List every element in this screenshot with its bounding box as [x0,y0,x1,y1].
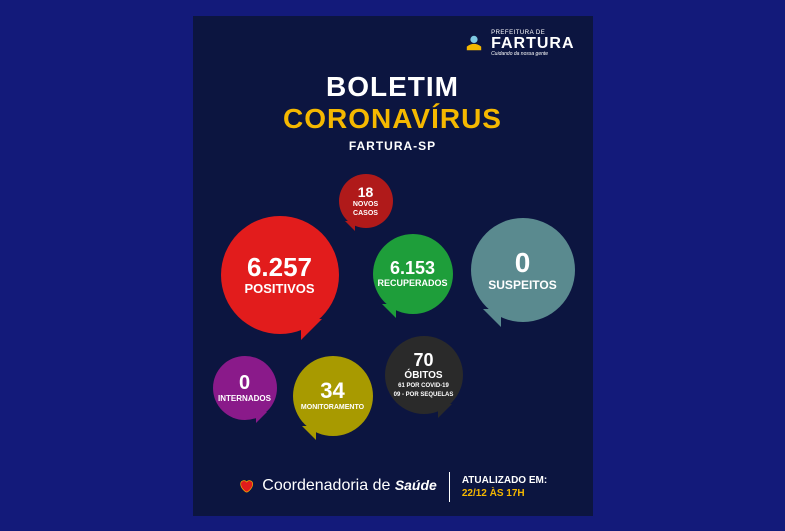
update-date: 22/12 ÀS 17H [462,487,547,500]
saude-logo: Coordenadoria de Saúde [238,477,437,495]
title-line1: BOLETIM [193,71,593,103]
bubble-internados: 0 INTERNADOS [213,356,277,420]
title-subtitle: FARTURA-SP [193,139,593,153]
bubble-obitos-tail [438,404,452,418]
bubble-monitoramento: 34 MONITORAMENTO [293,356,373,436]
bubble-suspeitos-label: SUSPEITOS [488,279,556,291]
saude-label: Saúde [395,477,437,493]
bubble-obitos-sub2: 09 - POR SEQUELAS [394,392,454,399]
bulletin-card: PREFEITURA DE FARTURA Cuidando da nossa … [193,16,593,516]
bubble-novos-label: NOVOS [353,201,378,208]
bubble-positivos-label: POSITIVOS [244,282,314,295]
bubble-obitos-label: ÓBITOS [404,371,442,381]
bubble-obitos: 70 ÓBITOS 61 POR COVID-19 09 - POR SEQUELAS [385,336,463,414]
update-block: ATUALIZADO EM: 22/12 ÀS 17H [462,474,547,500]
bubble-positivos: 6.257 POSITIVOS [221,216,339,334]
fartura-crest-icon [465,34,483,52]
bubble-recuperados-value: 6.153 [390,259,435,277]
bubble-novos: 18 NOVOS CASOS [339,174,393,228]
saude-top: Coordenadoria de [262,477,390,494]
bubble-internados-tail [256,412,267,423]
bubble-novos-label2: CASOS [353,210,378,217]
bubble-recuperados: 6.153 RECUPERADOS [373,234,453,314]
municipal-logo: PREFEITURA DE FARTURA Cuidando da nossa … [465,30,575,57]
logo-name: FARTURA [491,36,574,52]
title-line2: CORONAVÍRUS [193,103,593,135]
bubble-internados-value: 0 [239,373,250,393]
bubble-suspeitos-tail [483,309,501,327]
logo-tagline: Cuidando da nossa gente [491,52,574,57]
footer: Coordenadoria de Saúde ATUALIZADO EM: 22… [193,472,593,502]
bubble-monitoramento-label: MONITORAMENTO [301,404,364,411]
bubble-monitoramento-tail [302,426,316,440]
update-label: ATUALIZADO EM: [462,474,547,487]
bubble-suspeitos: 0 SUSPEITOS [471,218,575,322]
bubble-monitoramento-value: 34 [320,380,344,402]
bubble-recuperados-tail [382,304,396,318]
footer-divider [449,472,450,502]
heart-icon [238,478,254,494]
bubble-obitos-sub1: 61 POR COVID-19 [398,383,449,390]
bubble-positivos-tail [301,319,322,340]
bubble-positivos-value: 6.257 [247,254,312,280]
bubble-recuperados-label: RECUPERADOS [377,279,447,288]
bubble-novos-tail [345,221,355,231]
bubble-suspeitos-value: 0 [515,249,531,277]
bubble-internados-label: INTERNADOS [218,395,271,403]
bubble-novos-value: 18 [358,185,374,199]
title-block: BOLETIM CORONAVÍRUS FARTURA-SP [193,71,593,153]
outer-frame: PREFEITURA DE FARTURA Cuidando da nossa … [0,0,785,531]
bubble-obitos-value: 70 [413,351,433,369]
